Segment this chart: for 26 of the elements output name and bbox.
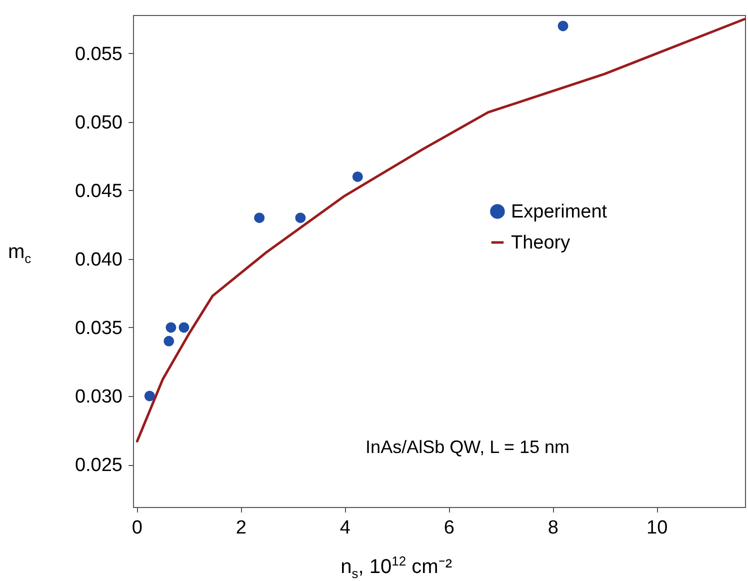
point [558, 20, 568, 32]
point [166, 322, 176, 333]
legend-label: Experiment [510, 201, 608, 222]
legend-label: Theory [510, 232, 571, 254]
y-tick-label: 0.025 [74, 455, 122, 476]
x-tick-label: 10 [646, 518, 668, 538]
point [144, 390, 155, 402]
x-tick-label: 0 [132, 518, 142, 538]
x-tick-label: 6 [444, 518, 454, 538]
y-axis-title: m$_{c}$ [8, 241, 32, 266]
point [295, 212, 306, 224]
x-tick-label: 4 [340, 518, 351, 538]
y-tick-label: 0.030 [74, 386, 122, 408]
x-axis-title: n$_{s}$, 10$^{12}$ cm⁻² [340, 552, 452, 581]
point [178, 322, 190, 333]
y-tick-label: 0.050 [74, 112, 122, 134]
annotation: InAs/AlSb QW, L = 15 nm [366, 436, 570, 457]
y-tick-label: 0.055 [74, 44, 122, 65]
x-tick-label: 8 [548, 518, 558, 538]
point [352, 171, 363, 182]
y-tick-label: 0.045 [74, 180, 122, 202]
point [164, 336, 174, 346]
x-tick-label: 2 [236, 518, 246, 538]
y-tick-label: 0.040 [74, 249, 122, 270]
point [254, 212, 265, 224]
y-tick-label: 0.035 [74, 318, 122, 339]
